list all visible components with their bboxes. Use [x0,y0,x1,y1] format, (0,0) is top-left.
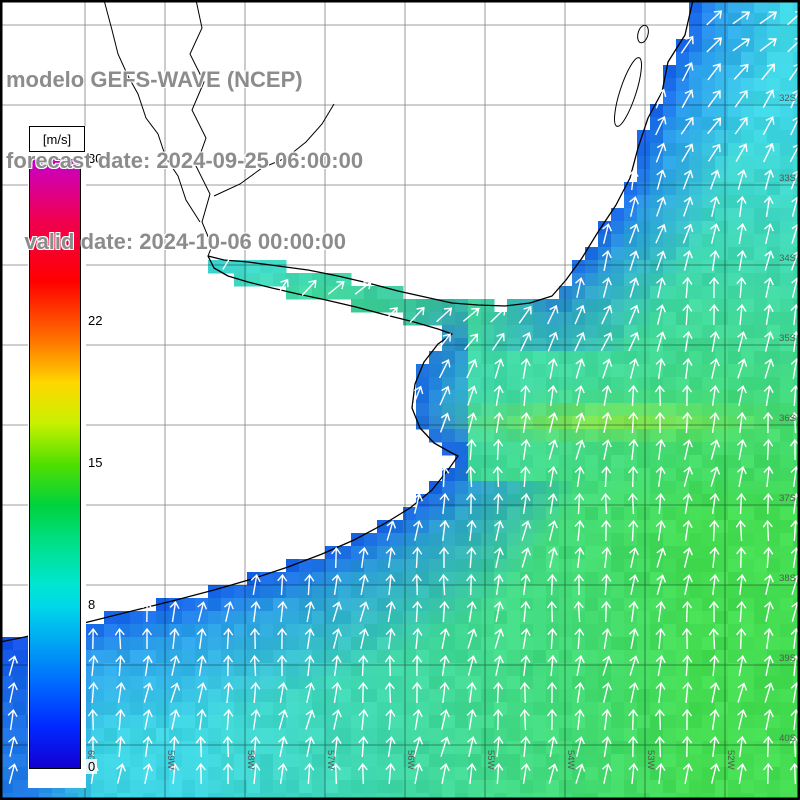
colorbar-tick: 15 [86,455,105,470]
lat-labels: 32S 33S 34S 35S 36S 37S 38S 39S 40S [779,93,796,744]
lon-label: 55W [485,750,496,770]
lon-label: 59W [165,750,176,770]
colorbar-gradient [29,159,81,769]
colorbar-unit-label: [m/s] [29,126,85,152]
lat-label: 35S [779,333,796,344]
lon-label: 54W [565,750,576,770]
map-title-block: modelo GEFS-WAVE (NCEP) forecast date: 2… [6,12,363,309]
lon-label: 56W [405,750,416,770]
lat-label: 40S [779,733,796,744]
rivers [103,0,649,257]
wind-arrows [7,10,800,785]
lagoon [614,57,642,127]
lat-label: 34S [779,253,796,264]
model-name: modelo GEFS-WAVE (NCEP) [6,67,303,92]
colorbar-tick: 8 [86,596,98,612]
lon-label: 58W [245,750,256,770]
lat-label: 32S [779,93,796,104]
coastline [0,0,694,643]
lat-label: 36S [779,413,796,424]
lat-label: 39S [779,653,796,664]
colorbar-tick: 22 [86,313,105,329]
lon-label: 57W [325,750,336,770]
colorbar-tick: 0 [86,759,98,774]
colorbar-ticks: 30 22 15 8 0 [28,126,105,788]
lon-label: 52W [725,750,736,770]
colorbar-tick: 30 [86,151,105,166]
valid-date: valid date: 2024-10-06 00:00:00 [6,229,346,254]
colorbar: [m/s] 30 22 15 8 0 [28,126,105,788]
lat-label: 33S [779,173,796,184]
lagoon-small [637,24,649,44]
forecast-date: forecast date: 2024-09-25 06:00:00 [6,148,364,173]
lon-label: 53W [645,750,656,770]
lat-label: 37S [779,493,796,504]
lat-label: 38S [779,573,796,584]
